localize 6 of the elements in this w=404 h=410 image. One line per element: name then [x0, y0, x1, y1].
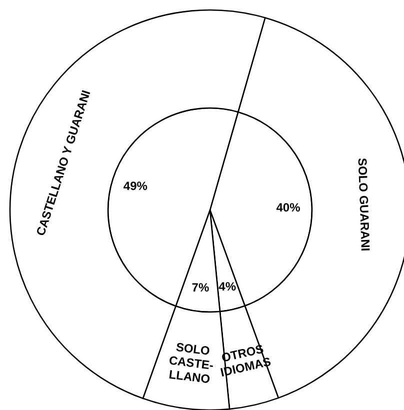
data-label: 4%	[218, 279, 236, 294]
data-label: 40%	[276, 200, 301, 214]
slice-label: SOLO CASTE-LLANO	[168, 340, 214, 386]
data-label: 7%	[192, 280, 210, 295]
data-label: 49%	[123, 179, 148, 194]
slice-label: SOLO GUARANI	[355, 158, 373, 252]
